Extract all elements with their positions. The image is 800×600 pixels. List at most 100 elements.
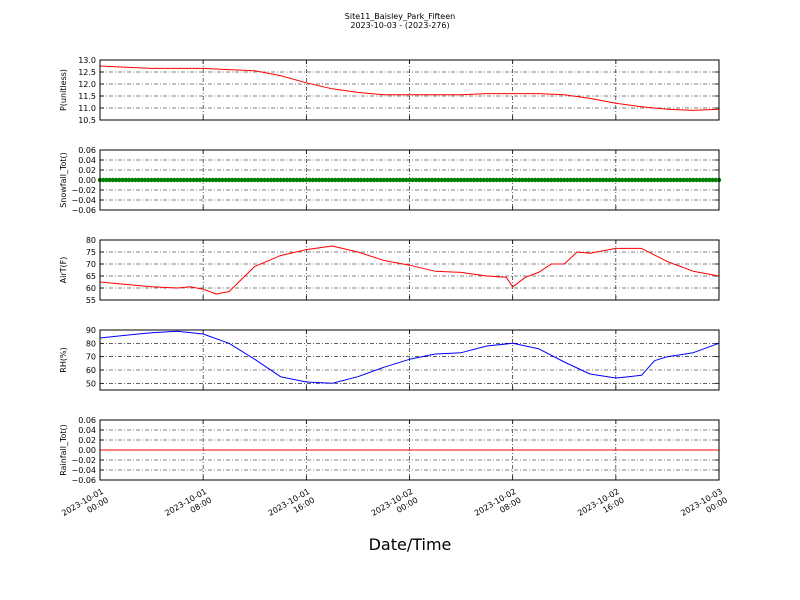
data-point (358, 177, 364, 183)
data-point (246, 177, 251, 183)
axes-frame (99, 149, 720, 211)
data-point (407, 177, 412, 183)
data-point (197, 177, 203, 183)
data-point (452, 177, 457, 183)
data-point (146, 177, 151, 183)
data-point (597, 177, 602, 183)
data-point (307, 177, 312, 183)
data-point (371, 177, 377, 183)
y-tick-label: 0.02 (78, 436, 96, 445)
data-point (133, 177, 138, 183)
y-tick-label: 11.5 (78, 92, 96, 101)
data-point (107, 177, 112, 183)
data-point (520, 177, 525, 183)
data-point (110, 177, 116, 183)
y-tick-label: 70 (86, 353, 96, 362)
data-point (516, 177, 522, 183)
x-tick-label: 2023-10-0100:00 (60, 487, 110, 527)
data-point (626, 177, 631, 183)
y-tick-label: 11.0 (78, 104, 96, 113)
data-point (475, 177, 480, 183)
data-point (229, 177, 235, 183)
data-point (420, 177, 425, 183)
x-tick-label: 2023-10-0116:00 (267, 487, 317, 527)
data-point (323, 177, 328, 183)
data-point (162, 177, 167, 183)
x-tick-label: 2023-10-0200:00 (370, 487, 420, 527)
data-point (468, 177, 473, 183)
data-point (436, 177, 441, 183)
y-tick-label: 70 (86, 260, 96, 269)
data-point (658, 177, 664, 183)
y-tick-label: 0.00 (78, 176, 96, 185)
y-tick-label: 13.0 (78, 56, 96, 65)
x-tick-labels: 2023-10-0100:00 2023-10-0108:00 2023-10-01… (60, 487, 729, 527)
data-point (252, 177, 257, 183)
data-point (549, 177, 554, 183)
data-point (707, 177, 712, 183)
data-point (684, 177, 689, 183)
chart-title: Site11_Baisley_Park_Fifteen (345, 12, 455, 21)
data-point (697, 177, 702, 183)
data-point (226, 177, 232, 183)
data-point (652, 177, 657, 183)
data-point (494, 177, 499, 183)
y-tick-label: 80 (86, 236, 96, 245)
data-point (391, 177, 396, 183)
data-point (523, 177, 528, 183)
data-point (368, 177, 374, 183)
data-point (455, 177, 461, 183)
y-tick-label: 0.06 (78, 416, 96, 425)
y-tick-label: 80 (86, 339, 96, 348)
data-point (620, 177, 625, 183)
data-point (539, 177, 544, 183)
data-point (655, 177, 660, 183)
y-axis-label: AirT(F) (59, 257, 68, 284)
y-axis-label: Rainfall_Tot() (59, 424, 68, 476)
data-point (504, 177, 509, 183)
data-point (639, 177, 644, 183)
data-point (500, 177, 506, 183)
data-point (578, 177, 583, 183)
data-point (339, 177, 344, 183)
data-point (275, 177, 280, 183)
data-point (665, 177, 670, 183)
data-point (304, 177, 309, 183)
data-point (255, 177, 261, 183)
data-point (113, 177, 119, 183)
data-point (600, 177, 606, 183)
data-point (104, 177, 109, 183)
data-point (168, 177, 174, 183)
data-point (249, 177, 254, 183)
panel-air-temp: 55 60 65 70 75 80 AirT(F) (59, 236, 720, 305)
y-tick-label: 0.00 (78, 446, 96, 455)
data-point (533, 177, 538, 183)
data-point (101, 177, 106, 183)
data-point (394, 177, 399, 183)
data-point (181, 177, 187, 183)
data-point (126, 177, 132, 183)
snowfall-points (97, 177, 722, 183)
data-point (423, 177, 428, 183)
y-tick-label: −0.06 (71, 476, 96, 485)
data-point (223, 177, 228, 183)
data-point (291, 177, 296, 183)
data-point (529, 177, 535, 183)
data-point (175, 177, 180, 183)
data-point (594, 177, 599, 183)
data-point (262, 177, 267, 183)
data-point (545, 177, 551, 183)
data-point (188, 177, 193, 183)
data-point (574, 177, 580, 183)
data-point (458, 177, 464, 183)
y-tick-label: 90 (86, 326, 96, 335)
data-point (565, 177, 570, 183)
y-tick-label: 55 (86, 296, 96, 305)
data-point (320, 177, 325, 183)
data-point (497, 177, 502, 183)
y-tick-label: −0.02 (71, 456, 96, 465)
y-axis-label: RH(%) (59, 347, 68, 372)
data-point (694, 177, 699, 183)
data-point (591, 177, 596, 183)
